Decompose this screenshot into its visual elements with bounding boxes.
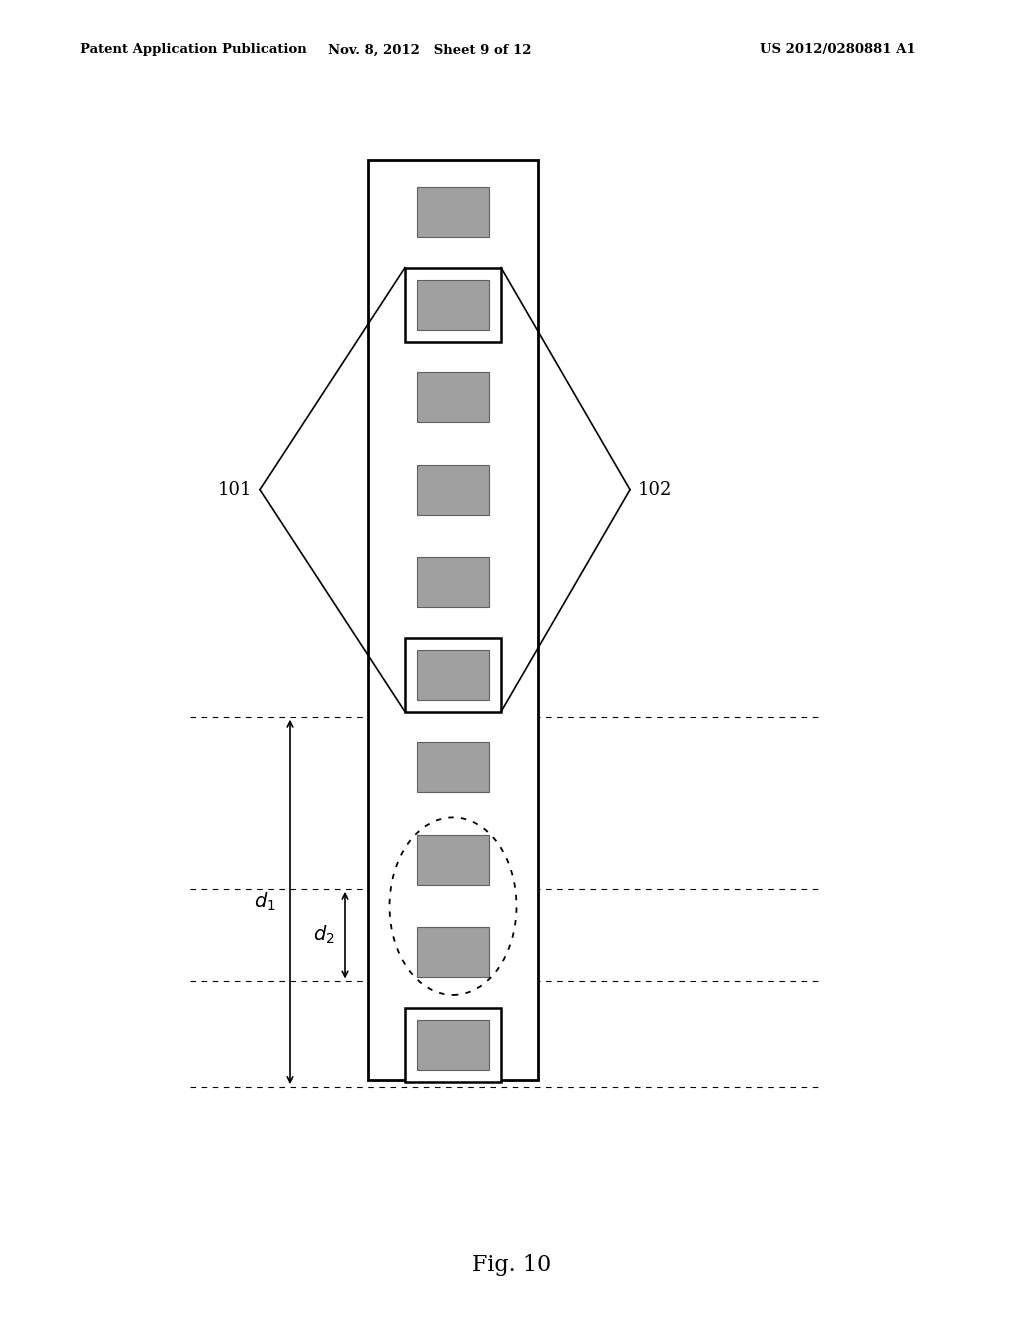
Bar — [417, 1020, 489, 1071]
Bar — [417, 557, 489, 607]
Text: Fig. 10: Fig. 10 — [472, 1254, 552, 1276]
Text: US 2012/0280881 A1: US 2012/0280881 A1 — [760, 44, 915, 57]
Bar — [417, 742, 489, 792]
Text: Nov. 8, 2012   Sheet 9 of 12: Nov. 8, 2012 Sheet 9 of 12 — [329, 44, 531, 57]
Text: 102: 102 — [638, 480, 673, 499]
Text: 101: 101 — [217, 480, 252, 499]
Bar — [417, 834, 489, 884]
Text: $d_1$: $d_1$ — [254, 891, 276, 913]
Bar — [406, 268, 501, 342]
Bar — [417, 465, 489, 515]
Text: $d_2$: $d_2$ — [313, 924, 335, 946]
Bar — [406, 638, 501, 711]
Bar — [406, 1008, 501, 1082]
Bar — [417, 187, 489, 238]
Bar — [417, 928, 489, 977]
Bar — [368, 160, 538, 1080]
Bar — [417, 372, 489, 422]
Bar — [417, 649, 489, 700]
Bar — [417, 280, 489, 330]
Text: Patent Application Publication: Patent Application Publication — [80, 44, 307, 57]
